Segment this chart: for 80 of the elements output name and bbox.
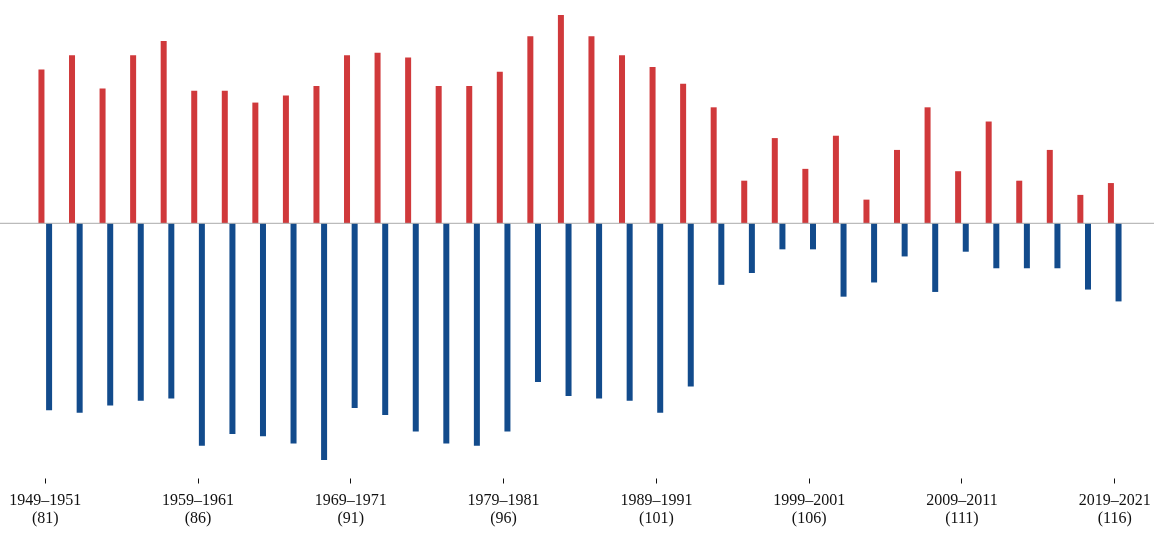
x-tick-label: 2009–2011 (111) bbox=[926, 490, 998, 527]
bar bbox=[473, 223, 480, 446]
bar bbox=[76, 223, 83, 413]
x-tick-label: 1989–1991 (101) bbox=[620, 490, 693, 527]
bar bbox=[198, 223, 205, 446]
bar bbox=[229, 223, 236, 434]
bar bbox=[221, 90, 228, 224]
bar bbox=[809, 223, 816, 250]
bar bbox=[779, 223, 786, 250]
bar bbox=[687, 223, 694, 387]
x-tick-label: 1999–2001 (106) bbox=[773, 490, 846, 527]
bar bbox=[596, 223, 603, 399]
bar bbox=[38, 69, 45, 224]
bar bbox=[466, 86, 473, 224]
bar bbox=[649, 67, 656, 224]
bar bbox=[321, 223, 328, 460]
bar bbox=[619, 55, 626, 224]
x-tick-label: 1959–1961 (86) bbox=[162, 490, 235, 527]
bar bbox=[557, 15, 564, 224]
bar bbox=[741, 180, 748, 224]
bar bbox=[802, 168, 809, 224]
bar bbox=[588, 36, 595, 224]
bar bbox=[252, 102, 259, 224]
bar bbox=[863, 199, 870, 224]
bar bbox=[840, 223, 847, 297]
bar bbox=[680, 83, 687, 224]
bar bbox=[137, 223, 144, 401]
bar bbox=[168, 223, 175, 399]
bar bbox=[435, 86, 442, 224]
bar bbox=[344, 55, 351, 224]
bar bbox=[534, 223, 541, 382]
bar bbox=[985, 121, 992, 224]
bar bbox=[46, 223, 53, 411]
bar bbox=[901, 223, 908, 257]
bar bbox=[1046, 149, 1053, 224]
bar bbox=[351, 223, 358, 408]
bar bbox=[69, 55, 76, 224]
bar bbox=[1023, 223, 1030, 269]
bar bbox=[993, 223, 1000, 269]
bar bbox=[565, 223, 572, 397]
bar bbox=[130, 55, 137, 224]
bar bbox=[107, 223, 114, 406]
bar bbox=[290, 223, 297, 444]
bar bbox=[282, 95, 289, 224]
bar bbox=[504, 223, 511, 432]
bar bbox=[1016, 180, 1023, 224]
bar bbox=[374, 52, 381, 224]
bar bbox=[191, 90, 198, 224]
bar bbox=[932, 223, 939, 292]
bar bbox=[924, 107, 931, 224]
bar bbox=[99, 88, 106, 224]
bar bbox=[382, 223, 389, 416]
bar bbox=[313, 86, 320, 224]
bar bbox=[527, 36, 534, 224]
bar bbox=[955, 171, 962, 224]
bar bbox=[496, 71, 503, 224]
bar bbox=[962, 223, 969, 252]
bar bbox=[405, 57, 412, 224]
bar bbox=[718, 223, 725, 285]
bar bbox=[771, 138, 778, 224]
bar bbox=[1054, 223, 1061, 269]
bar bbox=[412, 223, 419, 432]
bar bbox=[160, 41, 167, 224]
bar bbox=[443, 223, 450, 444]
bar bbox=[1077, 194, 1084, 224]
bar bbox=[894, 149, 901, 224]
x-tick-label: 1949–1951 (81) bbox=[9, 490, 82, 527]
bar bbox=[626, 223, 633, 401]
bar bbox=[832, 135, 839, 224]
bar bbox=[259, 223, 266, 437]
bar bbox=[1084, 223, 1091, 290]
bar bbox=[748, 223, 755, 274]
x-tick-label: 1979–1981 (96) bbox=[467, 490, 540, 527]
bar bbox=[657, 223, 664, 413]
bar bbox=[1107, 183, 1114, 224]
bar bbox=[710, 107, 717, 224]
x-tick-label: 2019–2021 (116) bbox=[1078, 490, 1151, 527]
bar bbox=[1115, 223, 1122, 302]
x-tick-label: 1969–1971 (91) bbox=[314, 490, 387, 527]
bar bbox=[871, 223, 878, 283]
